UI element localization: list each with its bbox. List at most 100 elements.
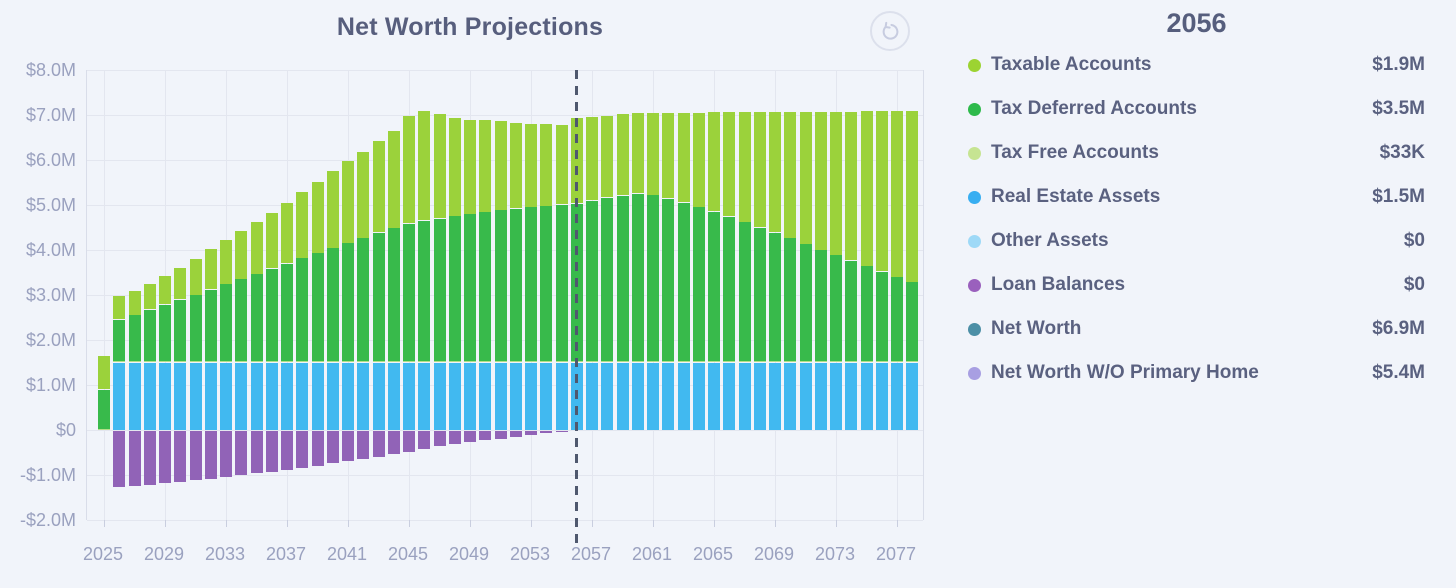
bar-segment[interactable]: [387, 227, 400, 361]
bar-segment[interactable]: [387, 130, 400, 228]
bar-segment[interactable]: [235, 231, 248, 279]
bar-segment[interactable]: [189, 431, 202, 481]
bar-segment[interactable]: [357, 362, 370, 430]
bar-segment[interactable]: [860, 362, 873, 430]
bar-segment[interactable]: [814, 361, 827, 363]
bar-segment[interactable]: [418, 362, 431, 430]
bar-segment[interactable]: [494, 361, 507, 363]
bar-segment[interactable]: [525, 124, 537, 207]
bar-segment[interactable]: [784, 238, 797, 361]
bar-segment[interactable]: [723, 361, 736, 363]
bar-segment[interactable]: [845, 362, 858, 430]
bar-segment[interactable]: [464, 120, 476, 214]
bar-segment[interactable]: [113, 361, 126, 363]
bar-segment[interactable]: [708, 361, 720, 363]
bar-segment[interactable]: [357, 151, 370, 238]
bar-segment[interactable]: [220, 284, 232, 361]
bar-segment[interactable]: [174, 299, 187, 361]
bar-segment[interactable]: [738, 222, 751, 361]
bar-segment[interactable]: [616, 114, 629, 196]
bar-segment[interactable]: [174, 431, 187, 482]
bar-segment[interactable]: [281, 362, 293, 430]
bar-segment[interactable]: [98, 389, 110, 429]
bar-segment[interactable]: [860, 266, 873, 361]
bar-segment[interactable]: [128, 315, 141, 361]
bar-segment[interactable]: [738, 362, 751, 430]
bar-segment[interactable]: [128, 431, 141, 486]
bar-segment[interactable]: [311, 361, 324, 363]
bar-segment[interactable]: [662, 112, 675, 199]
bar-segment[interactable]: [464, 214, 476, 361]
bar-segment[interactable]: [586, 200, 598, 361]
bar-segment[interactable]: [875, 361, 888, 363]
bar-segment[interactable]: [265, 431, 278, 472]
bar-segment[interactable]: [372, 232, 385, 361]
bar-segment[interactable]: [281, 431, 293, 470]
bar-segment[interactable]: [265, 213, 278, 269]
bar-segment[interactable]: [692, 362, 705, 430]
bar-segment[interactable]: [540, 362, 553, 430]
bar-segment[interactable]: [265, 268, 278, 361]
bar-segment[interactable]: [372, 141, 385, 233]
bar-segment[interactable]: [433, 431, 446, 447]
bar-segment[interactable]: [326, 362, 339, 430]
bar-segment[interactable]: [448, 216, 461, 361]
bar-segment[interactable]: [204, 431, 217, 479]
bar-segment[interactable]: [403, 223, 415, 361]
bar-segment[interactable]: [296, 258, 309, 361]
bar-segment[interactable]: [128, 362, 141, 430]
bar-segment[interactable]: [738, 112, 751, 222]
bar-segment[interactable]: [159, 276, 171, 305]
bar-segment[interactable]: [906, 282, 919, 361]
bar-segment[interactable]: [143, 309, 156, 361]
bar-segment[interactable]: [525, 361, 537, 363]
bar-segment[interactable]: [433, 218, 446, 361]
bar-segment[interactable]: [494, 431, 507, 439]
bar-segment[interactable]: [616, 195, 629, 361]
bar-segment[interactable]: [357, 238, 370, 361]
bar-segment[interactable]: [418, 111, 431, 221]
bar-segment[interactable]: [906, 361, 919, 363]
bar-segment[interactable]: [159, 304, 171, 361]
reset-button[interactable]: [870, 11, 910, 51]
bar-segment[interactable]: [174, 361, 187, 363]
bar-segment[interactable]: [342, 362, 354, 430]
bar-segment[interactable]: [189, 362, 202, 430]
bar-segment[interactable]: [113, 295, 126, 320]
bar-segment[interactable]: [159, 431, 171, 484]
bar-segment[interactable]: [525, 207, 537, 361]
bar-segment[interactable]: [326, 248, 339, 361]
bar-segment[interactable]: [326, 170, 339, 248]
bar-segment[interactable]: [433, 361, 446, 363]
bar-segment[interactable]: [555, 431, 568, 432]
bar-segment[interactable]: [677, 362, 690, 430]
bar-segment[interactable]: [326, 361, 339, 363]
bar-segment[interactable]: [509, 362, 522, 430]
bar-segment[interactable]: [98, 355, 110, 390]
bar-segment[interactable]: [906, 362, 919, 430]
bar-segment[interactable]: [692, 207, 705, 361]
bar-segment[interactable]: [403, 362, 415, 430]
bar-segment[interactable]: [692, 361, 705, 363]
bar-segment[interactable]: [387, 362, 400, 430]
bar-segment[interactable]: [250, 274, 263, 361]
bar-segment[interactable]: [387, 431, 400, 455]
bar-segment[interactable]: [418, 431, 431, 449]
bar-segment[interactable]: [753, 362, 766, 430]
bar-segment[interactable]: [189, 259, 202, 295]
bar-segment[interactable]: [448, 362, 461, 430]
bar-segment[interactable]: [464, 362, 476, 430]
bar-segment[interactable]: [662, 361, 675, 363]
bar-segment[interactable]: [433, 362, 446, 430]
bar-segment[interactable]: [540, 124, 553, 206]
bar-segment[interactable]: [235, 361, 248, 363]
bar-segment[interactable]: [631, 361, 644, 363]
bar-segment[interactable]: [159, 362, 171, 430]
bar-segment[interactable]: [723, 112, 736, 217]
bar-segment[interactable]: [143, 362, 156, 430]
bar-segment[interactable]: [220, 362, 232, 430]
bar-segment[interactable]: [143, 283, 156, 310]
bar-segment[interactable]: [555, 124, 568, 205]
bar-segment[interactable]: [509, 208, 522, 361]
bar-segment[interactable]: [296, 362, 309, 430]
